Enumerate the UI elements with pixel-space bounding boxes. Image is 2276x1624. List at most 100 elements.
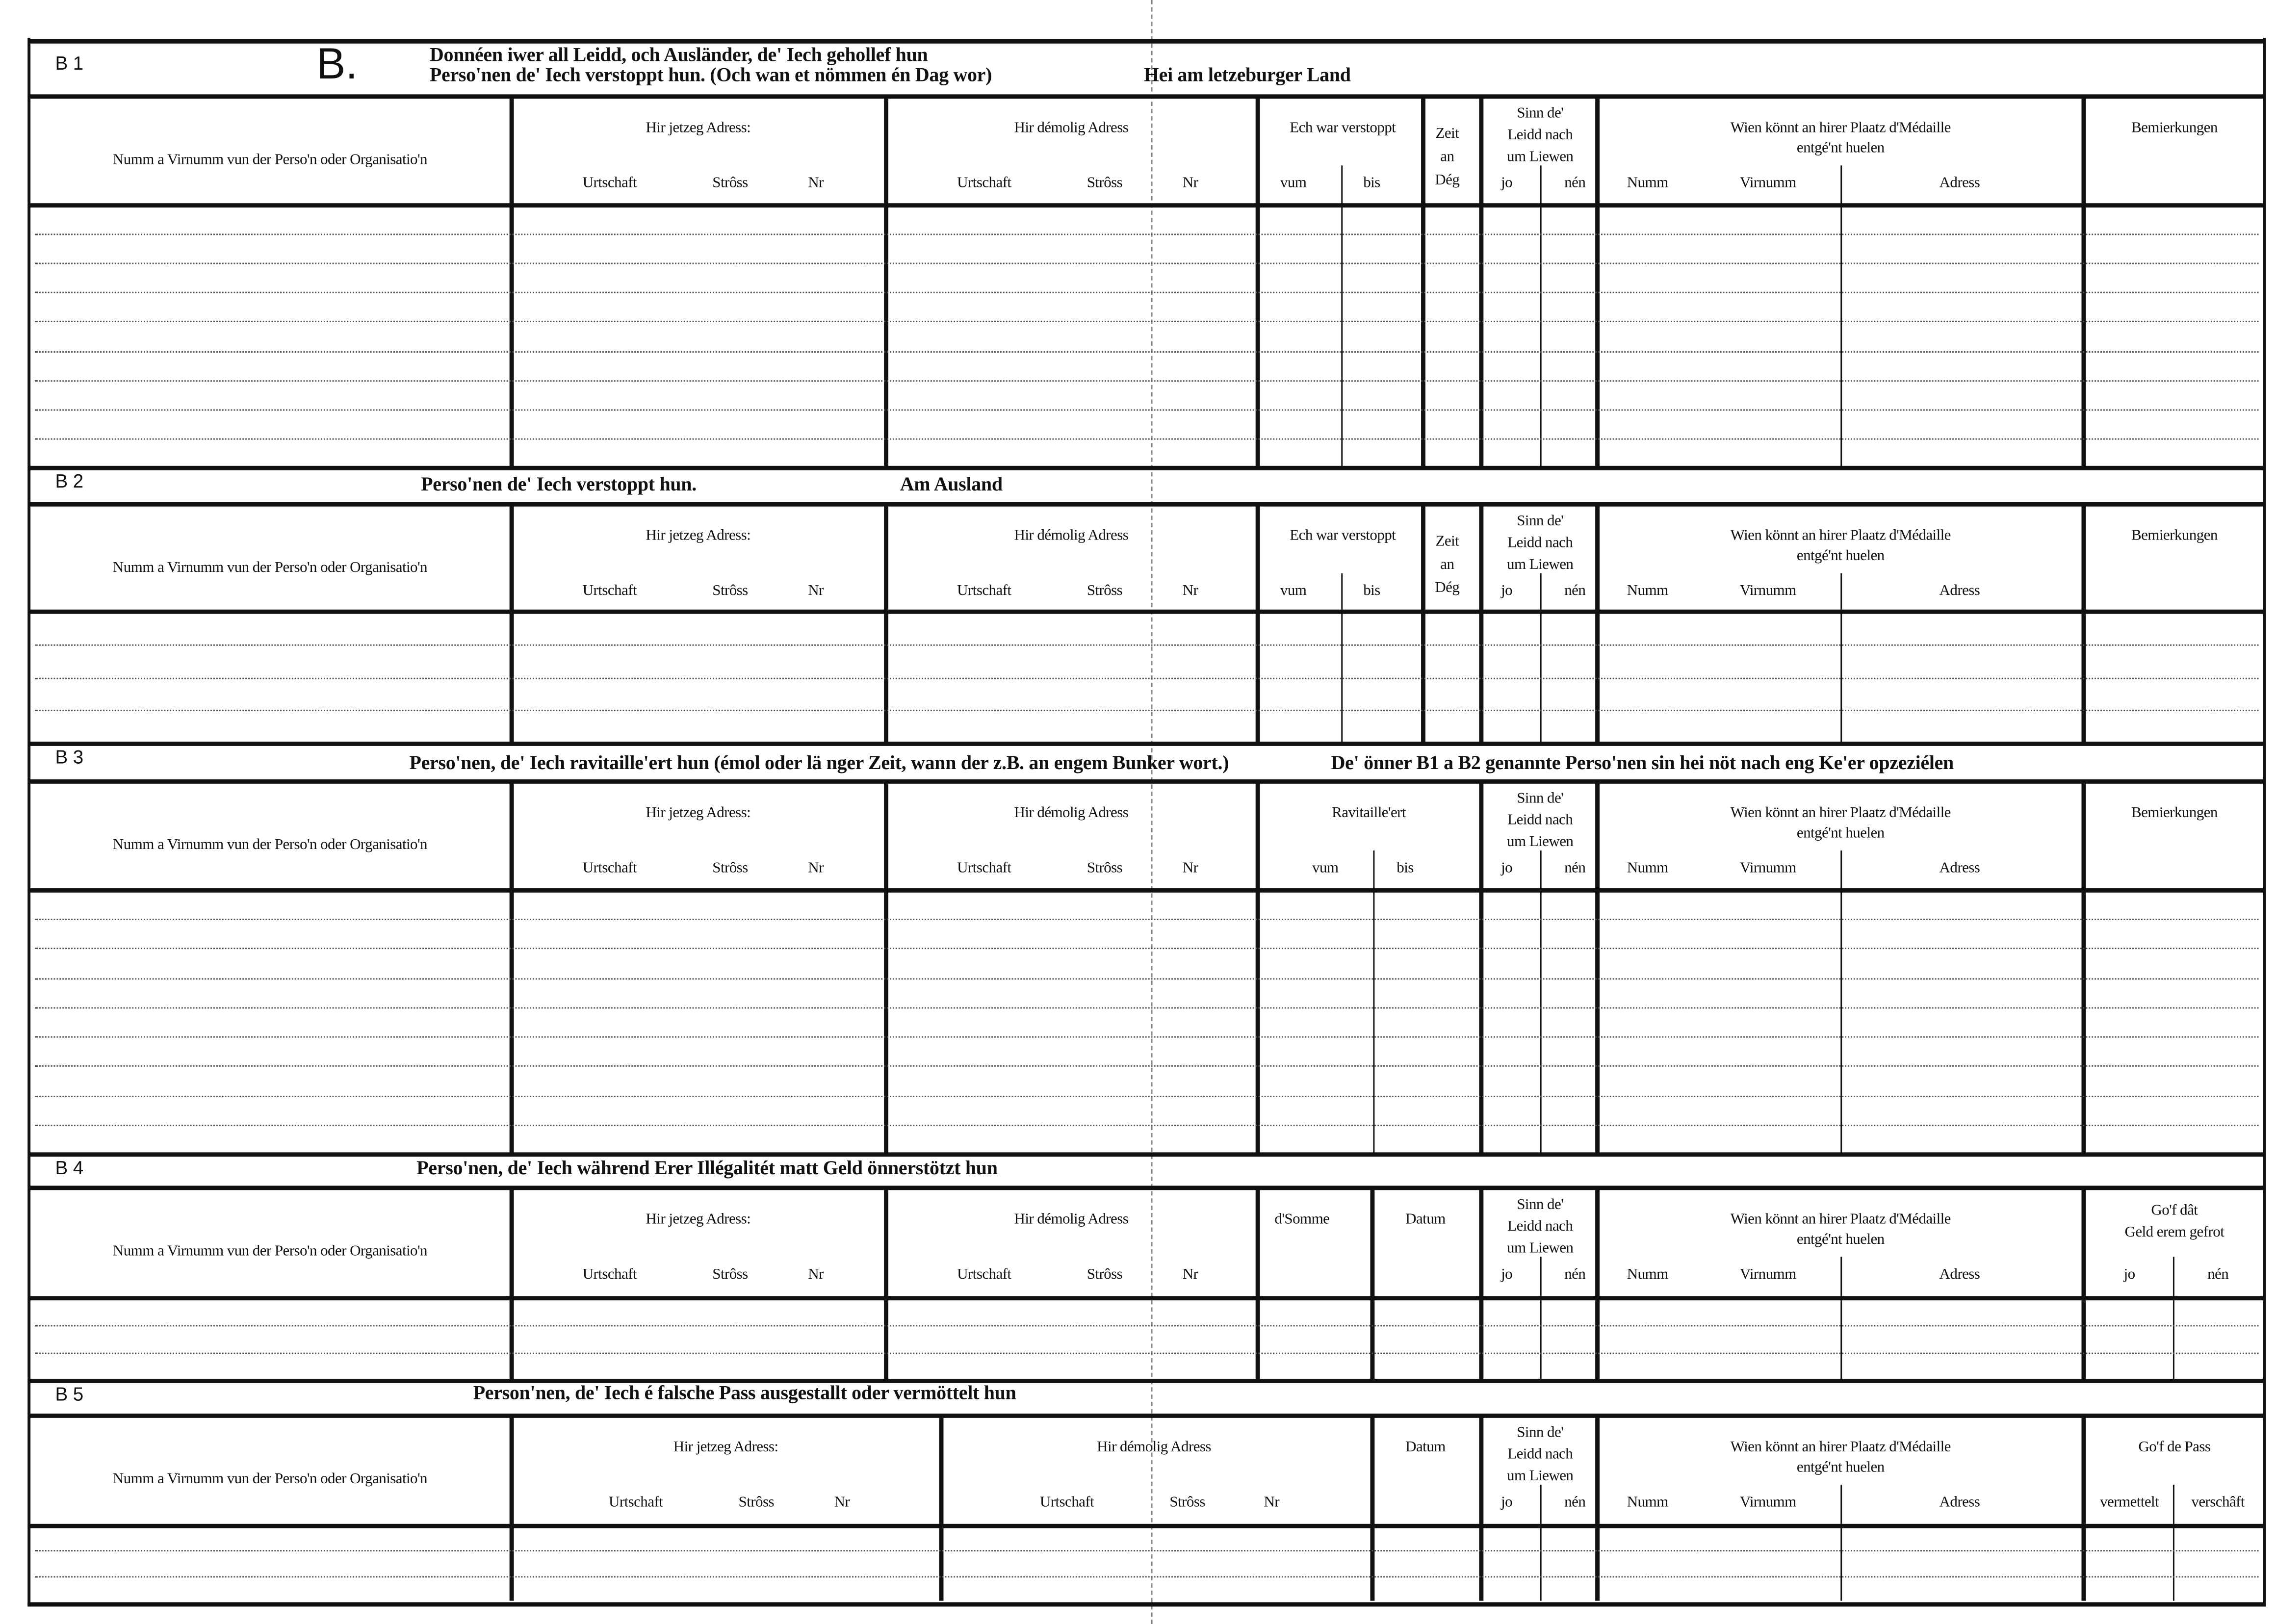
- column-header-remarks: Bemierkungen: [2131, 805, 2218, 822]
- column-header-medal: Wien könnt an hirer Plaatz d'Médaille: [1730, 120, 1951, 137]
- entry-row-line: [35, 292, 2259, 294]
- column-header-street: Strôss: [712, 1267, 748, 1283]
- entry-row-line: [35, 1095, 2259, 1097]
- column-header-locality: Urtschaft: [582, 1267, 637, 1283]
- subcolumn-divider: [1540, 573, 1542, 743]
- column-header-current_address: Hir jetzeg Adress:: [646, 1212, 751, 1228]
- column-header-street: Strôss: [1086, 860, 1123, 877]
- column-header-first_name: Virnumm: [1739, 1267, 1796, 1283]
- entry-row-line: [35, 644, 2259, 645]
- entry-row-line: [35, 1325, 2259, 1327]
- column-divider: [884, 96, 888, 467]
- column-header-alive: um Liewen: [1507, 149, 1574, 166]
- column-header-number: Nr: [1182, 860, 1198, 877]
- column-header-from: vum: [1312, 860, 1339, 877]
- column-header-no: nén: [1564, 1495, 1586, 1511]
- column-header-locality: Urtschaft: [582, 583, 637, 600]
- column-header-alive: Sinn de': [1517, 514, 1564, 530]
- column-header-locality: Urtschaft: [582, 860, 637, 877]
- section-top-rule: [29, 39, 2265, 44]
- column-divider: [2081, 1415, 2085, 1601]
- column-divider: [1255, 780, 1260, 1154]
- column-divider: [1595, 780, 1599, 1154]
- section-title: Perso'nen, de' Iech während Erer Illégal…: [416, 1157, 998, 1179]
- column-header-from: vum: [1280, 176, 1307, 192]
- column-header-address: Adress: [1939, 1495, 1980, 1511]
- subcolumn-divider: [1840, 165, 1842, 467]
- column-header-passport: Go'f de Pass: [2138, 1440, 2211, 1456]
- column-header-alive: um Liewen: [1507, 1469, 1574, 1485]
- column-header-address: Adress: [1939, 176, 1980, 192]
- header-top-rule: [29, 502, 2265, 507]
- column-divider: [1479, 780, 1483, 1154]
- column-header-name: Numm a Virnumm vun der Perso'n oder Orga…: [112, 152, 428, 169]
- column-divider: [1595, 503, 1599, 743]
- section-region: Hei am letzeburger Land: [1143, 64, 1351, 86]
- column-divider: [2081, 780, 2085, 1154]
- column-header-mediated: vermettelt: [2100, 1495, 2159, 1511]
- column-header-money_asked: Geld erem gefrot: [2124, 1225, 2224, 1241]
- column-header-address: Adress: [1939, 860, 1980, 877]
- header-top-rule: [29, 1186, 2265, 1190]
- column-header-former_address: Hir démolig Adress: [1014, 528, 1129, 544]
- section-code: B 4: [55, 1157, 84, 1179]
- section-code: B 1: [55, 52, 84, 74]
- column-divider: [1255, 96, 1260, 467]
- column-divider: [509, 780, 514, 1154]
- column-header-number: Nr: [1182, 176, 1198, 192]
- column-header-medal: entgé'nt huelen: [1796, 1232, 1885, 1248]
- column-header-no: nén: [1564, 583, 1586, 600]
- frame-right: [2263, 37, 2266, 1605]
- subcolumn-divider: [1840, 1484, 1842, 1601]
- column-header-to: bis: [1363, 176, 1380, 192]
- column-header-street: Strôss: [712, 583, 748, 600]
- column-header-former_address: Hir démolig Adress: [1014, 120, 1129, 137]
- entry-row-line: [35, 263, 2259, 265]
- part-letter: B.: [316, 40, 358, 89]
- column-header-surname: Numm: [1627, 583, 1669, 600]
- column-header-days: Dég: [1435, 580, 1460, 597]
- column-header-yes: jo: [1501, 583, 1513, 600]
- body-top-rule: [29, 1296, 2265, 1301]
- column-header-locality: Urtschaft: [957, 1267, 1011, 1283]
- column-header-days: Zeit: [1435, 534, 1459, 550]
- column-header-alive: Sinn de': [1517, 1197, 1564, 1213]
- column-header-name: Numm a Virnumm vun der Perso'n oder Orga…: [112, 837, 428, 853]
- column-header-alive: Leidd nach: [1507, 535, 1573, 552]
- column-header-yes: jo: [1501, 860, 1513, 877]
- column-header-medal: entgé'nt huelen: [1796, 1460, 1885, 1476]
- subcolumn-divider: [1540, 1257, 1542, 1380]
- entry-row-line: [35, 1575, 2259, 1577]
- column-header-number: Nr: [1182, 1267, 1198, 1283]
- subcolumn-divider: [1341, 165, 1343, 467]
- column-header-remarks: Bemierkungen: [2131, 120, 2218, 137]
- section-region: Am Ausland: [900, 473, 1003, 495]
- subcolumn-divider: [1373, 850, 1375, 1154]
- column-header-locality: Urtschaft: [582, 176, 637, 192]
- column-header-first_name: Virnumm: [1739, 860, 1796, 877]
- column-divider: [1595, 1187, 1599, 1380]
- frame-left: [27, 37, 31, 1605]
- column-header-name: Numm a Virnumm vun der Perso'n oder Orga…: [112, 1243, 428, 1260]
- column-header-medal: Wien könnt an hirer Plaatz d'Médaille: [1730, 1212, 1951, 1228]
- column-header-address: Adress: [1939, 1267, 1980, 1283]
- section-title: Perso'nen, de' Iech ravitaille'ert hun (…: [409, 751, 1229, 774]
- column-header-surname: Numm: [1627, 1267, 1669, 1283]
- column-header-medal: entgé'nt huelen: [1796, 141, 1885, 157]
- entry-row-line: [35, 350, 2259, 352]
- column-divider: [1479, 96, 1483, 467]
- column-header-surname: Numm: [1627, 860, 1669, 877]
- column-header-no: nén: [1564, 176, 1586, 192]
- column-divider: [1370, 1415, 1374, 1601]
- section-title: Donnéen iwer all Leidd, och Ausländer, d…: [429, 43, 928, 66]
- column-header-street: Strôss: [712, 176, 748, 192]
- column-header-yes: jo: [1501, 176, 1513, 192]
- column-divider: [939, 1415, 943, 1601]
- column-header-locality: Urtschaft: [608, 1495, 663, 1511]
- subcolumn-divider: [1341, 573, 1343, 743]
- entry-row-line: [35, 948, 2259, 950]
- entry-row-line: [35, 233, 2259, 235]
- column-header-alive: Sinn de': [1517, 105, 1564, 122]
- column-divider: [2081, 96, 2085, 467]
- subcolumn-divider: [2173, 1484, 2174, 1601]
